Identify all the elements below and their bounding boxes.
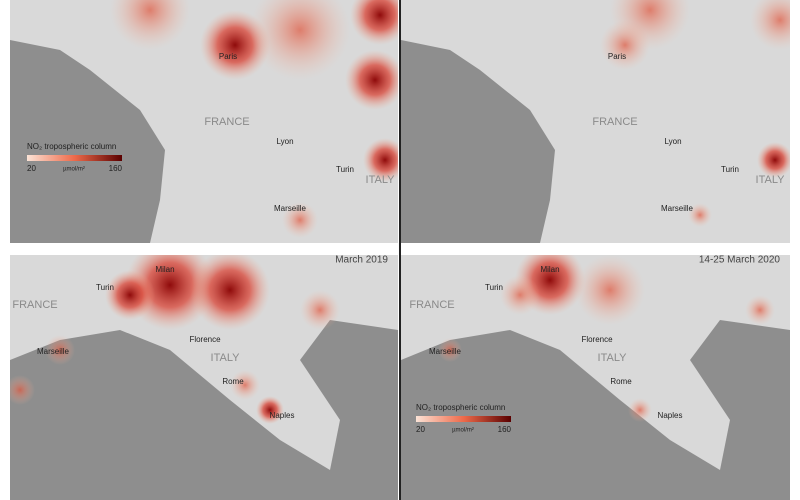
place-label: ITALY [211, 352, 241, 364]
place-label: Lyon [664, 137, 681, 146]
no2-hotspot [190, 255, 270, 330]
place-label: FRANCE [592, 116, 637, 128]
colorbar-min: 20 [27, 164, 36, 173]
no2-hotspot [350, 0, 398, 45]
colorbar-unit: µmol/m² [452, 428, 474, 434]
place-label: FRANCE [12, 299, 57, 311]
colorbar-unit: µmol/m² [63, 167, 85, 173]
place-label: Marseille [274, 204, 307, 213]
place-label: Turin [485, 283, 503, 292]
no2-hotspot [110, 0, 190, 50]
no2-hotspot [10, 375, 35, 405]
no2-hotspot [750, 0, 790, 50]
colorbar-min: 20 [416, 425, 425, 434]
place-label: Rome [610, 377, 632, 386]
no2-hotspot [300, 290, 340, 330]
place-label: Milan [155, 265, 174, 274]
date-label: March 2019 [335, 255, 388, 266]
place-label: Florence [189, 335, 221, 344]
no2-hotspot [230, 370, 260, 400]
place-label: Lyon [276, 137, 293, 146]
no2-hotspot [500, 275, 540, 315]
colorbar-title: NO₂ tropospheric column [416, 403, 505, 412]
place-label: Turin [96, 283, 114, 292]
no2-hotspot [45, 335, 75, 365]
place-label: Paris [219, 52, 237, 61]
place-label: ITALY [366, 174, 396, 186]
date-label: 14-25 March 2020 [699, 255, 781, 266]
place-label: ITALY [756, 174, 786, 186]
place-label: Florence [581, 335, 613, 344]
place-label: FRANCE [409, 299, 454, 311]
no2-hotspot [575, 255, 645, 325]
place-label: Marseille [661, 204, 694, 213]
map-panel: Paris FRANCE Lyon Turin ITALY Marseille NO₂ tr… [10, 0, 398, 243]
map-panel: Paris FRANCE Lyon Turin ITALY Marseille [401, 0, 790, 243]
place-label: Marseille [429, 347, 462, 356]
place-label: Turin [721, 165, 739, 174]
place-label: Naples [658, 411, 683, 420]
no2-hotspot [688, 203, 712, 227]
place-label: FRANCE [204, 116, 249, 128]
colorbar-max: 160 [109, 164, 123, 173]
no2-hotspot [282, 202, 318, 238]
place-label: Marseille [37, 347, 70, 356]
no2-hotspot [345, 50, 398, 110]
no2-hotspot [745, 295, 775, 325]
land [401, 0, 790, 243]
no2-hotspot [610, 0, 690, 50]
place-label: ITALY [598, 352, 628, 364]
place-label: Paris [608, 52, 626, 61]
colorbar-title: NO₂ tropospheric column [27, 142, 116, 151]
colorbar-max: 160 [498, 425, 512, 434]
no2-hotspot [757, 142, 790, 178]
place-label: Rome [222, 377, 244, 386]
no2-hotspot [438, 338, 462, 362]
no2-hotspot [363, 138, 398, 182]
no2-hotspot [628, 398, 652, 422]
land [401, 255, 790, 470]
map-panel: Milan Turin FRANCE Marseille Florence ITALY Ro… [401, 255, 790, 500]
place-label: Turin [336, 165, 354, 174]
map-panel: Milan Turin FRANCE Marseille Florence ITALY Ro… [10, 255, 398, 500]
colorbar [416, 416, 511, 422]
place-label: Naples [270, 411, 295, 420]
no2-hotspot [256, 396, 284, 424]
no2-hotspot [105, 270, 155, 320]
place-label: Milan [540, 265, 559, 274]
colorbar [27, 155, 122, 161]
divider [399, 0, 401, 500]
no2-hotspot [250, 0, 350, 80]
